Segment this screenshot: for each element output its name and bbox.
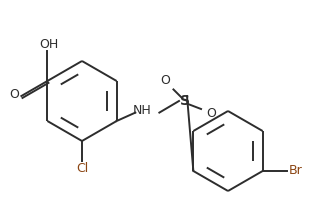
Text: Cl: Cl <box>76 161 88 175</box>
Text: S: S <box>180 94 190 108</box>
Text: O: O <box>206 106 216 120</box>
Text: OH: OH <box>40 37 59 51</box>
Text: O: O <box>161 74 170 87</box>
Text: O: O <box>10 88 19 101</box>
Text: NH: NH <box>133 104 152 117</box>
Text: Br: Br <box>289 164 302 177</box>
